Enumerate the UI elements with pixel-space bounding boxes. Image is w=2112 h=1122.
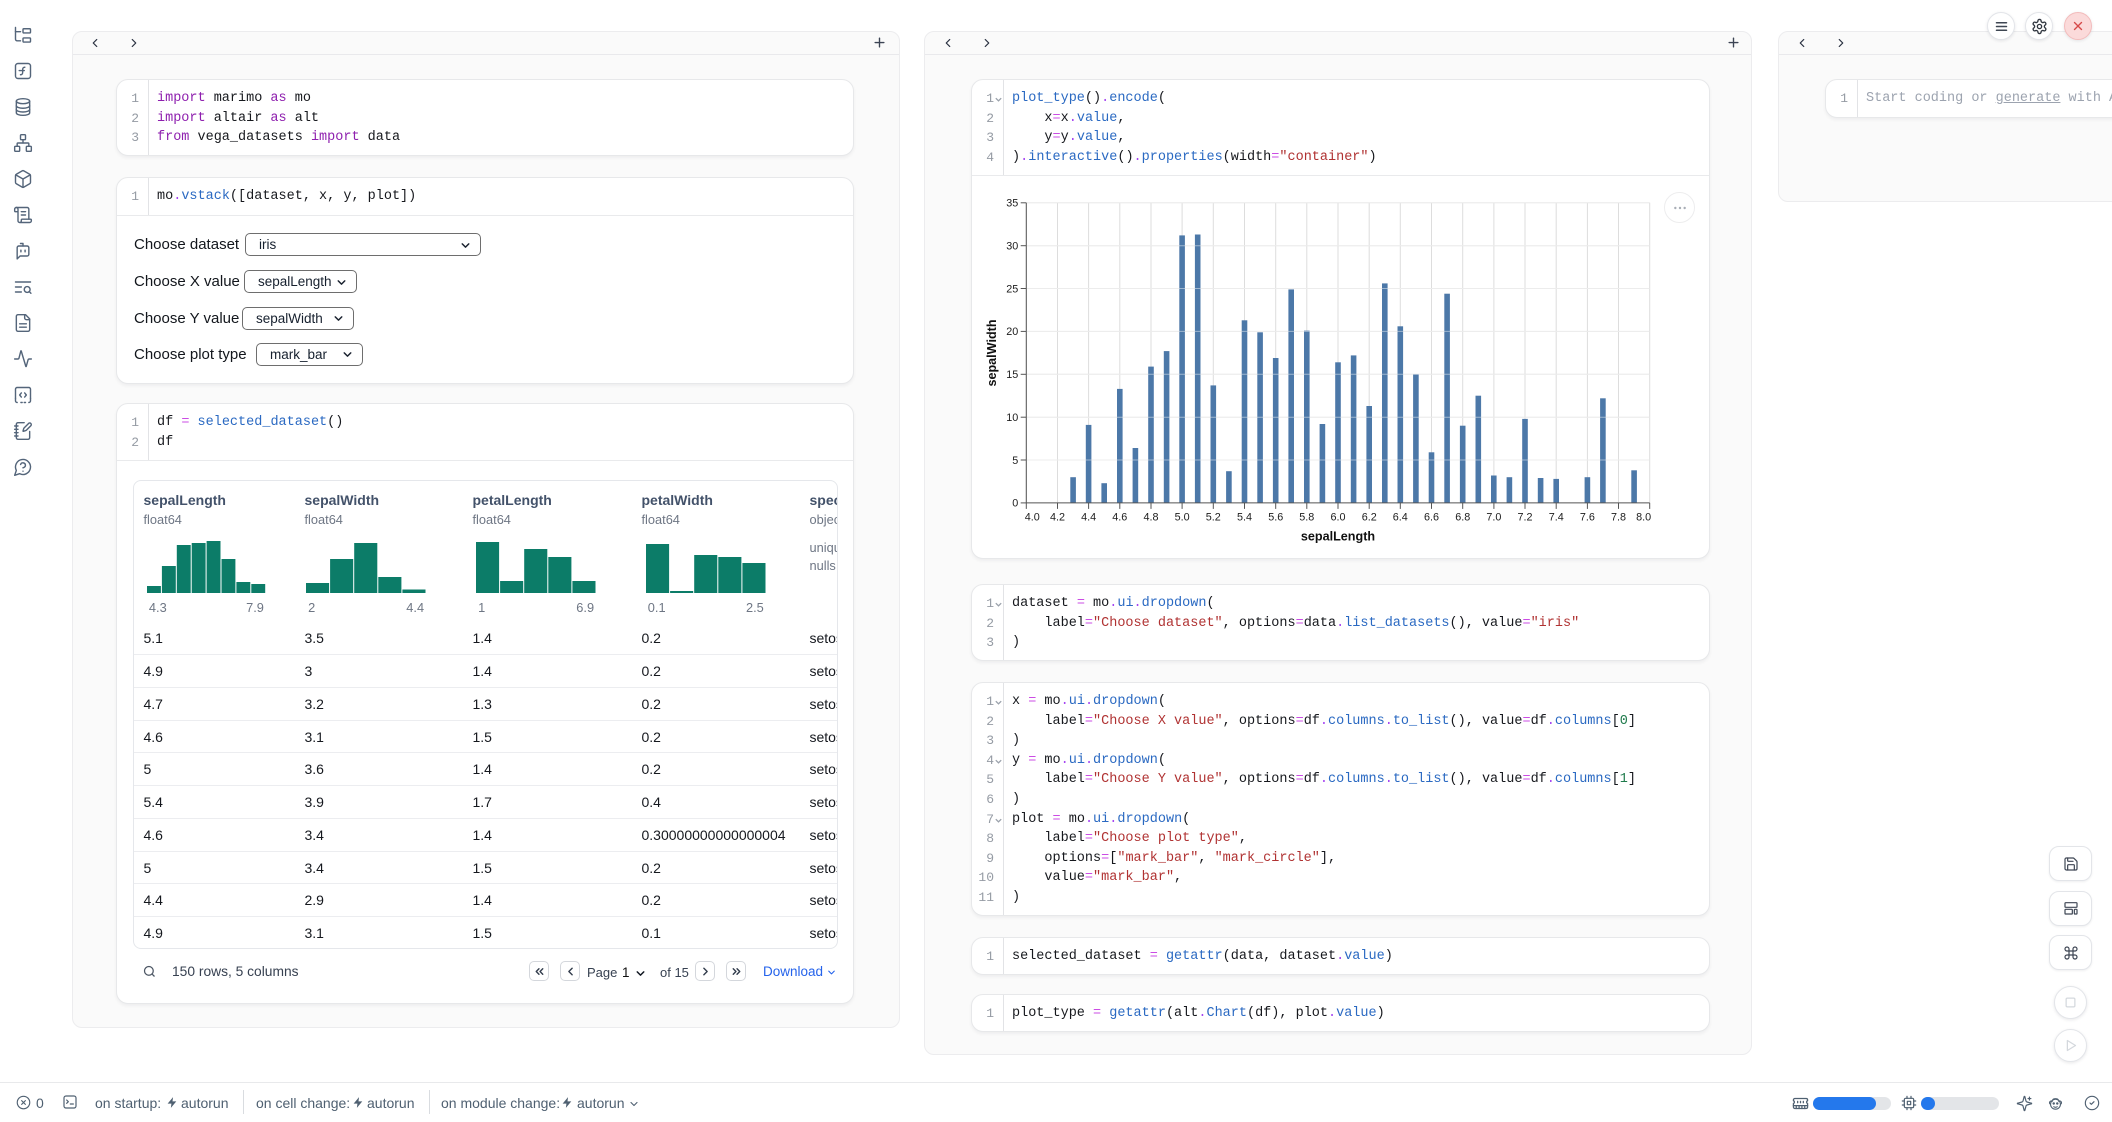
svg-text:35: 35 — [1006, 198, 1018, 210]
svg-text:6.4: 6.4 — [1393, 512, 1408, 524]
svg-text:6.8: 6.8 — [1455, 512, 1470, 524]
svg-text:4.4: 4.4 — [1081, 512, 1096, 524]
svg-text:6.2: 6.2 — [1362, 512, 1377, 524]
svg-text:7.6: 7.6 — [1580, 512, 1595, 524]
svg-text:8.0: 8.0 — [1636, 512, 1651, 524]
svg-text:20: 20 — [1006, 327, 1018, 339]
svg-text:10: 10 — [1006, 412, 1018, 424]
svg-text:7.2: 7.2 — [1517, 512, 1532, 524]
svg-text:5: 5 — [1012, 455, 1018, 467]
svg-text:6.6: 6.6 — [1424, 512, 1439, 524]
svg-text:sepalWidth: sepalWidth — [985, 320, 999, 387]
svg-text:6.0: 6.0 — [1330, 512, 1345, 524]
svg-text:5.2: 5.2 — [1206, 512, 1221, 524]
svg-text:sepalLength: sepalLength — [1301, 530, 1375, 544]
svg-text:25: 25 — [1006, 284, 1018, 296]
svg-text:7.4: 7.4 — [1549, 512, 1564, 524]
svg-text:30: 30 — [1006, 241, 1018, 253]
svg-text:4.6: 4.6 — [1112, 512, 1127, 524]
svg-text:15: 15 — [1006, 369, 1018, 381]
svg-text:0: 0 — [1012, 498, 1018, 510]
svg-text:7.8: 7.8 — [1611, 512, 1626, 524]
svg-text:5.0: 5.0 — [1175, 512, 1190, 524]
svg-text:5.4: 5.4 — [1237, 512, 1252, 524]
svg-text:4.2: 4.2 — [1050, 512, 1065, 524]
svg-text:4.8: 4.8 — [1143, 512, 1158, 524]
svg-text:5.8: 5.8 — [1299, 512, 1314, 524]
svg-text:7.0: 7.0 — [1486, 512, 1501, 524]
svg-text:5.6: 5.6 — [1268, 512, 1283, 524]
svg-text:4.0: 4.0 — [1025, 512, 1040, 524]
